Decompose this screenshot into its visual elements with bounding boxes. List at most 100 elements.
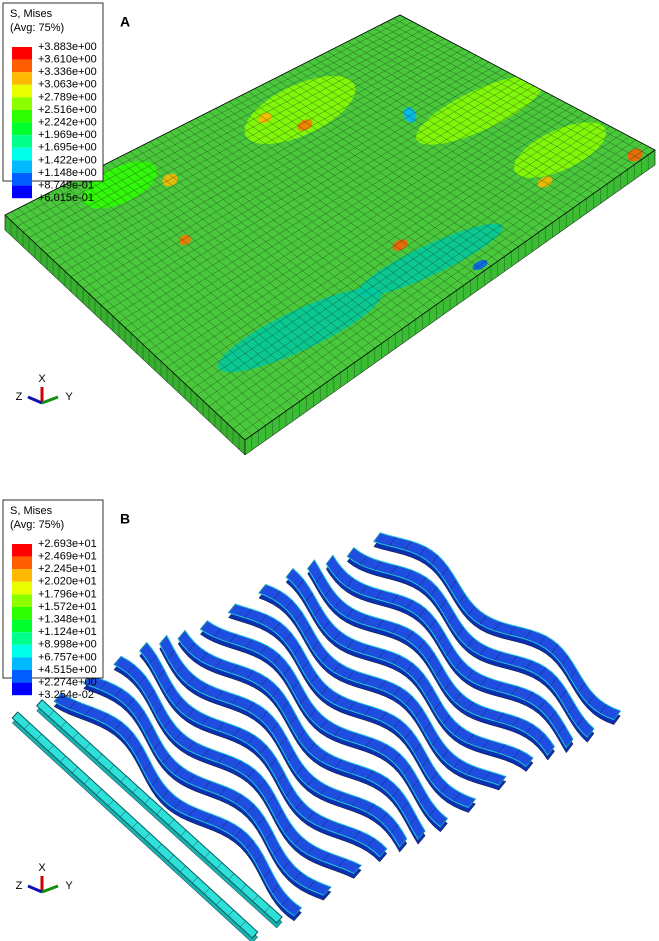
mesh-line — [380, 778, 388, 787]
mesh-line — [406, 663, 414, 672]
mesh-line — [259, 614, 267, 624]
stress-blotch — [258, 112, 272, 124]
legend-swatch — [12, 632, 32, 645]
mesh-line — [178, 112, 585, 379]
mesh-line — [173, 800, 182, 809]
legend-value: +3.254e-02 — [38, 689, 94, 701]
mesh-line — [201, 716, 209, 725]
mesh-line — [380, 812, 388, 822]
stress-blotch — [537, 176, 553, 188]
mesh-line — [432, 736, 440, 746]
mesh-line — [174, 732, 182, 741]
mesh-line — [100, 713, 109, 722]
mesh-line — [430, 772, 438, 781]
mesh-line — [203, 781, 212, 790]
mesh-line — [127, 664, 135, 674]
mesh-line — [440, 818, 448, 828]
mesh-line — [442, 715, 450, 725]
axis-label: Z — [16, 880, 23, 892]
mesh-line — [360, 614, 369, 624]
mesh-line — [526, 691, 534, 701]
legend-swatch — [12, 594, 32, 607]
legend-swatch — [12, 135, 32, 148]
mesh-line — [192, 840, 199, 848]
legend-swatch — [12, 644, 32, 658]
mesh-line — [454, 692, 462, 702]
mesh-line — [512, 749, 520, 759]
mesh-line — [578, 682, 586, 693]
mesh-line — [526, 724, 534, 734]
mesh-line — [12, 711, 18, 719]
mesh-line — [226, 139, 636, 424]
stress-blotch — [217, 287, 383, 373]
legend-swatch — [12, 682, 32, 696]
legend-value: +2.693e+01 — [38, 538, 97, 550]
mesh-line — [230, 664, 239, 674]
mesh-line — [346, 578, 354, 588]
mesh-line — [425, 687, 433, 697]
legend-value: +4.515e+00 — [38, 664, 97, 676]
mesh-line — [289, 716, 297, 725]
mesh-line — [295, 801, 303, 810]
mesh-line — [380, 744, 388, 754]
mesh-line — [550, 677, 558, 687]
mesh-line — [120, 810, 126, 818]
mesh-line — [163, 719, 172, 729]
mesh-line — [283, 666, 291, 676]
mesh-line — [613, 710, 621, 720]
mesh-line — [184, 116, 592, 384]
slab-outline — [4, 14, 656, 441]
mesh-line — [143, 762, 151, 771]
legend-swatch — [12, 569, 32, 582]
mesh-line — [36, 699, 43, 706]
mesh-line — [166, 105, 573, 368]
mesh-line — [307, 880, 316, 889]
mesh-line — [433, 701, 442, 711]
mesh-line — [497, 744, 505, 754]
mesh-line — [273, 590, 281, 600]
mesh-line — [208, 129, 617, 407]
mesh-line — [576, 717, 584, 727]
mesh-line — [94, 65, 496, 300]
mesh-line — [145, 725, 153, 735]
mesh-line — [246, 670, 254, 680]
mesh-line — [124, 82, 528, 328]
mesh-line — [458, 593, 466, 604]
mesh-line — [294, 836, 302, 846]
mesh-line — [167, 650, 175, 659]
mesh-line — [108, 799, 114, 807]
mesh-line — [373, 532, 381, 542]
mesh-line — [346, 608, 354, 618]
legend-subtitle: (Avg: 75%) — [10, 519, 64, 531]
mesh-line — [307, 559, 315, 569]
mesh-line — [456, 626, 464, 636]
mesh-line — [114, 688, 122, 698]
mesh-line — [149, 655, 157, 664]
mesh-line — [247, 702, 255, 711]
legend-swatch — [12, 84, 32, 98]
mesh-line — [481, 739, 490, 749]
mesh-line — [367, 803, 375, 813]
mesh-line — [263, 869, 271, 878]
legend-value: +1.796e+01 — [38, 588, 97, 600]
mesh-line — [392, 753, 401, 763]
mesh-line — [272, 654, 281, 664]
mesh-line — [217, 721, 225, 731]
legend-value: +3.336e+00 — [38, 66, 97, 78]
mesh-line — [247, 769, 255, 778]
mesh-line — [423, 722, 431, 732]
axis-y — [41, 884, 59, 894]
stress-blotch — [82, 161, 158, 209]
mesh-line — [450, 580, 457, 590]
mesh-line — [293, 907, 302, 917]
mesh-line — [480, 677, 488, 687]
mesh-line — [495, 681, 503, 691]
mesh-line — [320, 719, 328, 729]
mesh-line — [367, 838, 375, 847]
legend-value: +3.883e+00 — [38, 41, 97, 53]
mesh-line — [377, 649, 385, 659]
legend-swatch — [12, 160, 32, 173]
mesh-line — [468, 606, 475, 616]
mesh-line — [587, 728, 595, 738]
